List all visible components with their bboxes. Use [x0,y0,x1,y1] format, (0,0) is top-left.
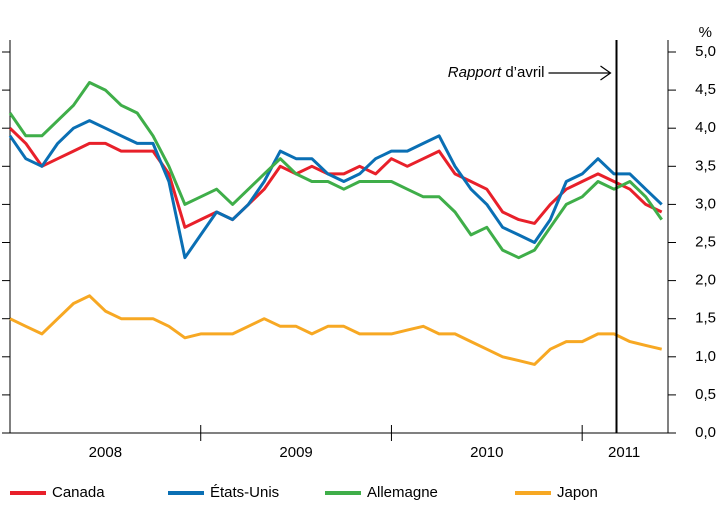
legend-label: Japon [557,484,598,501]
y-tick-label: 5,0 [695,43,716,60]
series-line [8,119,663,260]
annotation-text: d’avril [505,64,544,81]
y-tick-label: 0,5 [695,386,716,403]
y-tick-label: 4,5 [695,81,716,98]
series-line [8,127,663,229]
series-line [8,81,663,260]
annotation: Rapport d’avril [448,64,545,81]
y-tick-label: 3,0 [695,195,716,212]
y-tick-label: 2,0 [695,272,716,289]
x-tick-label: 2010 [470,444,503,461]
legend-label: Canada [52,484,105,501]
y-tick-label: 1,0 [695,348,716,365]
annotation-italic: Rapport [448,64,502,81]
y-tick-label: 2,5 [695,233,716,250]
series-line [9,294,663,366]
annotation-arrowhead [600,65,612,81]
y-tick-label: 1,5 [695,310,716,327]
x-tick-label: 2009 [279,444,312,461]
x-tick-label: 2008 [89,444,122,461]
legend-label: États-Unis [210,484,279,501]
x-tick-label: 2011 [608,444,640,461]
y-tick-label: 0,0 [695,424,716,441]
legend-label: Allemagne [367,484,438,501]
y-tick-label: 4,0 [695,119,716,136]
y-tick-label: 3,5 [695,157,716,174]
unit-label: % [699,24,712,41]
